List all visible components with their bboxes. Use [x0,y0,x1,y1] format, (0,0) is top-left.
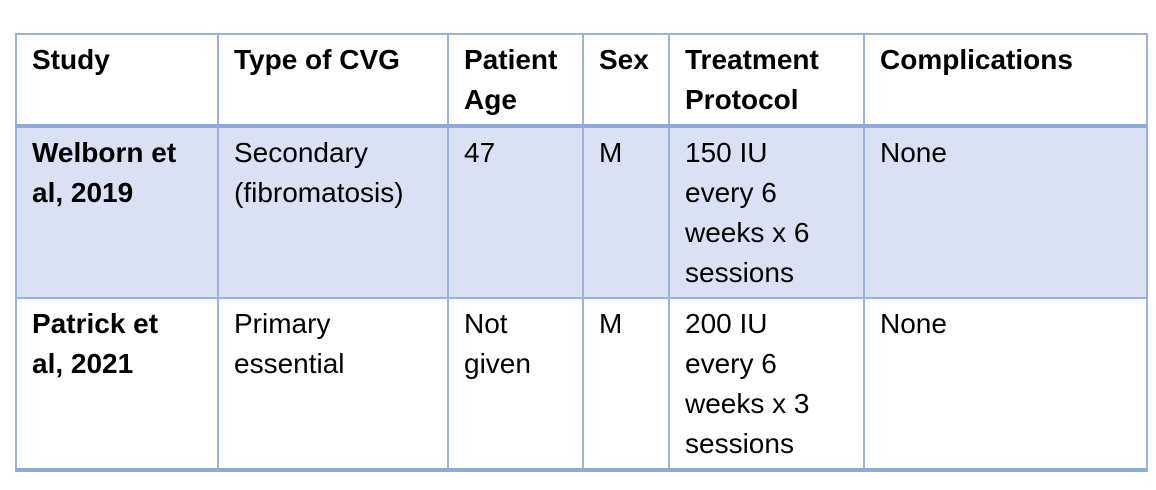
table-body: Welborn et al, 2019 Secondary (fibromato… [15,125,1148,472]
header-cell-patient-age: Patient Age [447,33,584,128]
cell-treatment-protocol: 200 IU every 6 weeks x 3 sessions [668,297,865,472]
table-row-welborn: Welborn et al, 2019 Secondary (fibromato… [15,125,1148,299]
cell-sex: M [582,125,670,299]
cell-study: Welborn et al, 2019 [15,125,219,299]
cell-sex: M [582,297,670,472]
cell-patient-age: 47 [447,125,584,299]
case-reports-table: Study Type of CVG Patient Age Sex Treatm… [15,33,1148,472]
table-row-patrick: Patrick et al, 2021 Primary essential No… [15,297,1148,472]
cell-type-of-cvg: Secondary (fibromatosis) [217,125,449,299]
header-cell-sex: Sex [582,33,670,128]
cell-complications: None [863,297,1148,472]
header-cell-treatment-protocol: Treatment Protocol [668,33,865,128]
table-header: Study Type of CVG Patient Age Sex Treatm… [15,33,1148,128]
cell-patient-age: Not given [447,297,584,472]
header-cell-study: Study [15,33,219,128]
header-cell-type-of-cvg: Type of CVG [217,33,449,128]
header-row: Study Type of CVG Patient Age Sex Treatm… [15,33,1148,128]
cell-study: Patrick et al, 2021 [15,297,219,472]
header-cell-complications: Complications [863,33,1148,128]
cell-type-of-cvg: Primary essential [217,297,449,472]
cell-complications: None [863,125,1148,299]
cell-treatment-protocol: 150 IU every 6 weeks x 6 sessions [668,125,865,299]
